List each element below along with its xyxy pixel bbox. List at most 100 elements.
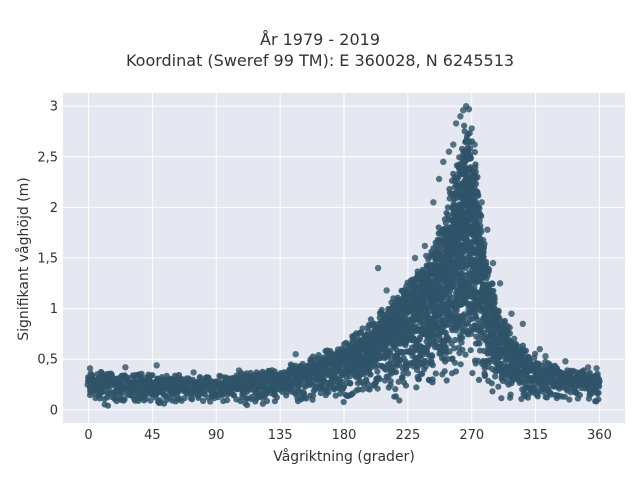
data-point — [469, 244, 476, 251]
outlier-point — [478, 199, 485, 206]
data-point — [480, 253, 487, 260]
data-point — [595, 389, 602, 396]
data-point — [482, 261, 490, 268]
data-point — [453, 307, 460, 314]
chart-title-line-2: Koordinat (Sweref 99 TM): E 360028, N 62… — [125, 51, 515, 70]
data-point — [518, 395, 525, 403]
data-point — [396, 397, 403, 404]
outlier-point — [519, 320, 526, 327]
data-point — [378, 306, 385, 313]
x-tick-label: 90 — [208, 428, 225, 443]
data-point — [310, 392, 317, 399]
x-tick-label: 270 — [459, 428, 484, 443]
y-tick-label: 2,5 — [37, 150, 58, 165]
data-point — [338, 378, 346, 385]
data-point — [596, 379, 603, 386]
data-point — [461, 314, 468, 321]
data-point — [424, 310, 431, 317]
x-tick-label: 0 — [84, 428, 92, 443]
outlier-point — [450, 141, 457, 148]
data-point — [472, 161, 479, 168]
data-point — [576, 392, 584, 399]
data-point — [104, 402, 112, 409]
data-point — [488, 380, 495, 387]
data-point — [446, 348, 453, 355]
data-point — [429, 376, 436, 383]
data-point — [181, 394, 188, 402]
y-tick-label: 0 — [50, 403, 58, 418]
data-point — [506, 324, 513, 331]
data-point — [469, 370, 476, 377]
data-point — [330, 385, 337, 392]
data-point — [415, 376, 422, 383]
outlier-point — [403, 283, 410, 290]
data-point — [462, 351, 469, 358]
data-point — [495, 307, 502, 314]
data-point — [121, 396, 128, 403]
y-tick-label: 3 — [50, 100, 58, 115]
data-point — [400, 354, 407, 362]
data-point — [472, 180, 480, 187]
outlier-point — [489, 259, 497, 267]
data-point — [149, 372, 156, 379]
data-point — [476, 205, 483, 212]
data-point — [367, 371, 374, 378]
chart-title-line-1: År 1979 - 2019 — [260, 30, 380, 49]
y-tick-label: 1 — [50, 302, 58, 317]
y-tick-label: 0,5 — [37, 353, 58, 368]
data-point — [475, 192, 482, 199]
outlier-point — [536, 345, 543, 353]
outlier-point — [593, 365, 600, 372]
outlier-point — [292, 351, 299, 358]
data-point — [524, 394, 532, 401]
data-point — [374, 368, 381, 375]
data-point — [399, 374, 406, 381]
data-point — [459, 334, 466, 341]
data-point — [492, 373, 499, 380]
outlier-point — [508, 310, 515, 317]
data-point — [477, 211, 484, 218]
data-point — [273, 394, 280, 401]
data-point — [595, 396, 602, 403]
outlier-point — [542, 353, 549, 360]
outlier-point — [235, 367, 243, 374]
data-point — [478, 228, 485, 235]
data-point — [467, 154, 474, 161]
data-point — [458, 339, 465, 346]
data-point — [511, 335, 518, 342]
outlier-point — [421, 242, 429, 250]
data-point — [200, 397, 207, 405]
data-point — [445, 336, 452, 343]
data-point — [443, 377, 450, 384]
data-point — [491, 295, 498, 302]
outlier-point — [411, 254, 419, 262]
data-point — [364, 380, 371, 387]
data-point — [207, 398, 214, 405]
outlier-point — [86, 365, 94, 372]
data-points — [84, 103, 603, 409]
data-point — [466, 130, 473, 137]
outlier-point — [484, 226, 491, 233]
outlier-point — [445, 148, 453, 155]
y-tick-labels: 0 0,5 1 1,5 2 2,5 3 — [37, 100, 58, 419]
outlier-point — [430, 199, 437, 206]
x-tick-label: 45 — [144, 428, 161, 443]
data-point — [542, 394, 549, 401]
data-point — [147, 397, 154, 404]
outlier-point — [584, 364, 592, 371]
data-point — [459, 346, 466, 353]
data-point — [422, 363, 429, 370]
outlier-point — [496, 280, 504, 287]
data-point — [461, 122, 468, 129]
data-point — [413, 384, 420, 391]
outlier-point — [457, 113, 464, 120]
data-point — [402, 382, 410, 389]
data-point — [374, 385, 381, 392]
x-tick-label: 180 — [332, 428, 357, 443]
outlier-point — [465, 106, 473, 113]
data-point — [466, 145, 474, 152]
data-point — [495, 383, 502, 390]
data-point — [452, 368, 459, 375]
data-point — [340, 398, 347, 406]
